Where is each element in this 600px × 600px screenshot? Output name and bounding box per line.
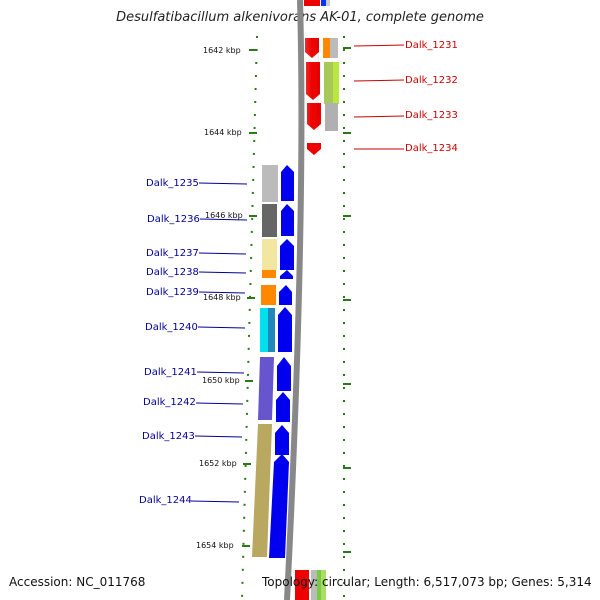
gene-label: Dalk_1233 bbox=[405, 110, 458, 121]
gene-label: Dalk_1234 bbox=[405, 143, 458, 154]
gene-label: Dalk_1242 bbox=[143, 397, 196, 408]
kbp-label: 1644 kbp bbox=[204, 128, 242, 137]
gene-label: Dalk_1239 bbox=[146, 287, 199, 298]
kbp-labels: 1642 kbp 1644 kbp 1646 kbp 1648 kbp 1650… bbox=[196, 46, 243, 550]
left-gene-labels: Dalk_1235 Dalk_1236 Dalk_1237 Dalk_1238 … bbox=[139, 178, 200, 506]
accession-label: Accession: NC_011768 bbox=[9, 575, 145, 589]
gene-label: Dalk_1238 bbox=[146, 267, 199, 278]
gene-label: Dalk_1236 bbox=[147, 214, 200, 225]
topology-label: Topology: circular; Length: 6,517,073 bp… bbox=[262, 575, 592, 589]
reverse-annotation-blocks bbox=[323, 38, 339, 131]
kbp-label: 1654 kbp bbox=[196, 541, 234, 550]
gene-label: Dalk_1244 bbox=[139, 495, 192, 506]
gene-label: Dalk_1243 bbox=[142, 431, 195, 442]
top-partial-features bbox=[304, 0, 330, 6]
gene-label: Dalk_1241 bbox=[144, 367, 197, 378]
left-connectors bbox=[191, 183, 247, 502]
reverse-strand-genes bbox=[305, 38, 321, 155]
kbp-label: 1646 kbp bbox=[205, 211, 243, 220]
gene-label: Dalk_1240 bbox=[145, 322, 198, 333]
gene-label: Dalk_1237 bbox=[146, 248, 199, 259]
right-gene-labels: Dalk_1231 Dalk_1232 Dalk_1233 Dalk_1234 bbox=[405, 40, 458, 154]
gene-label: Dalk_1231 bbox=[405, 40, 458, 51]
kbp-label: 1650 kbp bbox=[202, 376, 240, 385]
kbp-label: 1642 kbp bbox=[203, 46, 241, 55]
genome-track-diagram: 1642 kbp 1644 kbp 1646 kbp 1648 kbp 1650… bbox=[0, 0, 600, 600]
gene-label: Dalk_1232 bbox=[405, 75, 458, 86]
genome-map: Desulfatibacillum alkenivorans AK-01, co… bbox=[0, 0, 600, 600]
right-connectors bbox=[354, 45, 404, 149]
kbp-label: 1652 kbp bbox=[199, 459, 237, 468]
gene-label: Dalk_1235 bbox=[146, 178, 199, 189]
kbp-label: 1648 kbp bbox=[203, 293, 241, 302]
